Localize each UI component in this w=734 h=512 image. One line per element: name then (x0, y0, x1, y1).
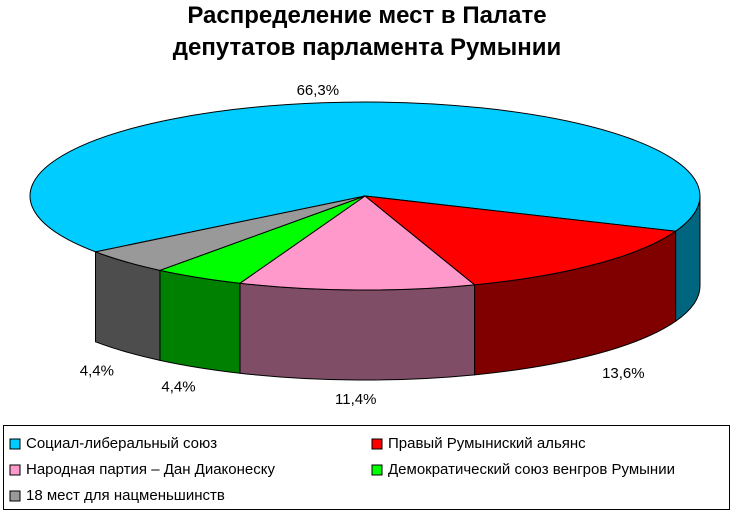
legend-swatch (371, 438, 383, 450)
chart-title: Распределение мест в Палате депутатов па… (172, 2, 562, 61)
legend-label: Народная партия – Дан Диаконеску (26, 461, 275, 478)
legend-swatch (9, 438, 21, 450)
data-label: 4,4% (80, 363, 114, 380)
slice (363, 195, 677, 286)
slice-side (239, 282, 476, 381)
legend-swatch (9, 464, 21, 476)
legend-box (3, 425, 730, 510)
data-label: 4,4% (161, 379, 195, 396)
legend-label: Социал-либеральный союз (26, 435, 217, 452)
data-label: 13,6% (602, 365, 645, 382)
legend-label: 18 мест для нацменьшинств (26, 487, 225, 504)
legend-label: Демократический союз венгров Румынии (388, 461, 675, 478)
slice (238, 195, 476, 291)
data-label: 66,3% (297, 82, 340, 99)
data-label: 11,4% (335, 391, 376, 408)
legend-swatch (9, 490, 21, 502)
legend-swatch (371, 464, 383, 476)
slice (93, 195, 366, 271)
slice (29, 101, 701, 253)
slice-side (159, 269, 241, 374)
legend-label: Правый Румыниский альянс (388, 435, 586, 452)
